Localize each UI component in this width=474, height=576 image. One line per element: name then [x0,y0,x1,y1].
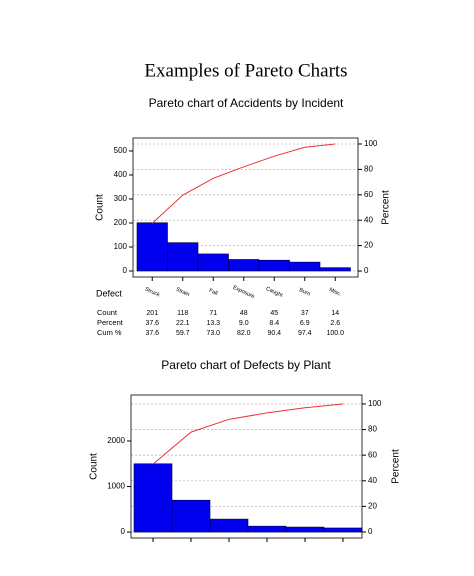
bar [133,463,173,533]
table-cell: 45 [270,310,278,317]
bar [228,259,260,272]
plot-frame [130,394,363,539]
table-cell: 48 [240,310,248,317]
table-cell: 37.6 [145,320,159,327]
x-tick-label: Strain [175,287,191,299]
x-tick-label: Struck [144,286,161,298]
cumulative-line [152,403,344,465]
table-cell: 22.1 [176,320,190,327]
y2-tick-label: 20 [368,501,377,510]
y2-tick-label: 20 [364,241,373,250]
table-cell: 9.0 [239,320,249,327]
y-tick-label: 100 [114,242,128,251]
y-tick-label: 400 [114,170,128,179]
y2-tick-label: 80 [368,425,377,434]
bar [171,499,211,533]
bar [167,242,199,272]
table-cell: 201 [146,310,158,317]
chart-title: Pareto chart of Defects by Plant [161,358,331,372]
bar [319,267,351,272]
table-cell: 8.4 [269,320,279,327]
bar [289,261,321,272]
y-tick-label: 300 [114,194,128,203]
y2-tick-label: 60 [364,190,373,199]
table-cell: 73.0 [206,330,220,337]
y2-tick-label: 40 [368,476,377,485]
table-cell: 97.4 [298,330,312,337]
y2-axis-label: Percent [381,190,392,225]
y2-axis-label: Percent [391,449,402,484]
table-cell: 14 [331,310,339,317]
y2-tick-label: 40 [364,215,373,224]
chart-title: Pareto chart of Accidents by Incident [149,96,344,110]
bar [258,259,290,272]
x-tick-label: Caught [265,286,284,299]
bar [285,526,325,533]
y2-tick-label: 0 [368,527,373,536]
plot-frame [132,137,359,278]
page-title: Examples of Pareto Charts [144,60,347,81]
table-cell: 37.6 [145,330,159,337]
y-tick-label: 2000 [107,436,125,445]
table-cell: 2.6 [330,320,340,327]
table-cell: 82.0 [237,330,251,337]
table-cell: 37 [301,310,309,317]
y-axis-label: Count [95,194,106,221]
y-tick-label: 0 [121,527,126,536]
table-row-label: Count [97,308,118,317]
x-tick-label: Fall [208,288,219,297]
y2-tick-label: 100 [364,139,378,148]
x-tick-label: Burn [298,287,311,297]
y2-tick-label: 0 [364,266,369,275]
table-cell: 13.3 [206,320,220,327]
bar [136,222,168,272]
bar [247,525,287,533]
y2-tick-label: 100 [368,399,382,408]
table-cell: 59.7 [176,330,190,337]
table-cell: 118 [177,310,188,317]
y-tick-label: 200 [114,218,128,227]
cumulative-line [151,143,336,224]
table-header: Defect [96,288,123,298]
y-tick-label: 0 [123,266,128,275]
table-cell: 71 [209,310,217,317]
table-cell: 100.0 [326,330,344,337]
bar [197,253,229,272]
y-axis-label: Count [89,453,100,480]
y2-tick-label: 80 [364,164,373,173]
bar [209,518,249,533]
y2-tick-label: 60 [368,450,377,459]
table-row-label: Percent [97,318,124,327]
table-cell: 6.9 [300,320,310,327]
x-tick-label: Misc. [328,287,343,298]
y-tick-label: 500 [114,146,128,155]
x-tick-label: Exposure [232,285,256,300]
y-tick-label: 1000 [107,482,125,491]
table-row-label: Cum % [97,328,122,337]
bar [323,527,363,533]
table-cell: 90.4 [267,330,281,337]
